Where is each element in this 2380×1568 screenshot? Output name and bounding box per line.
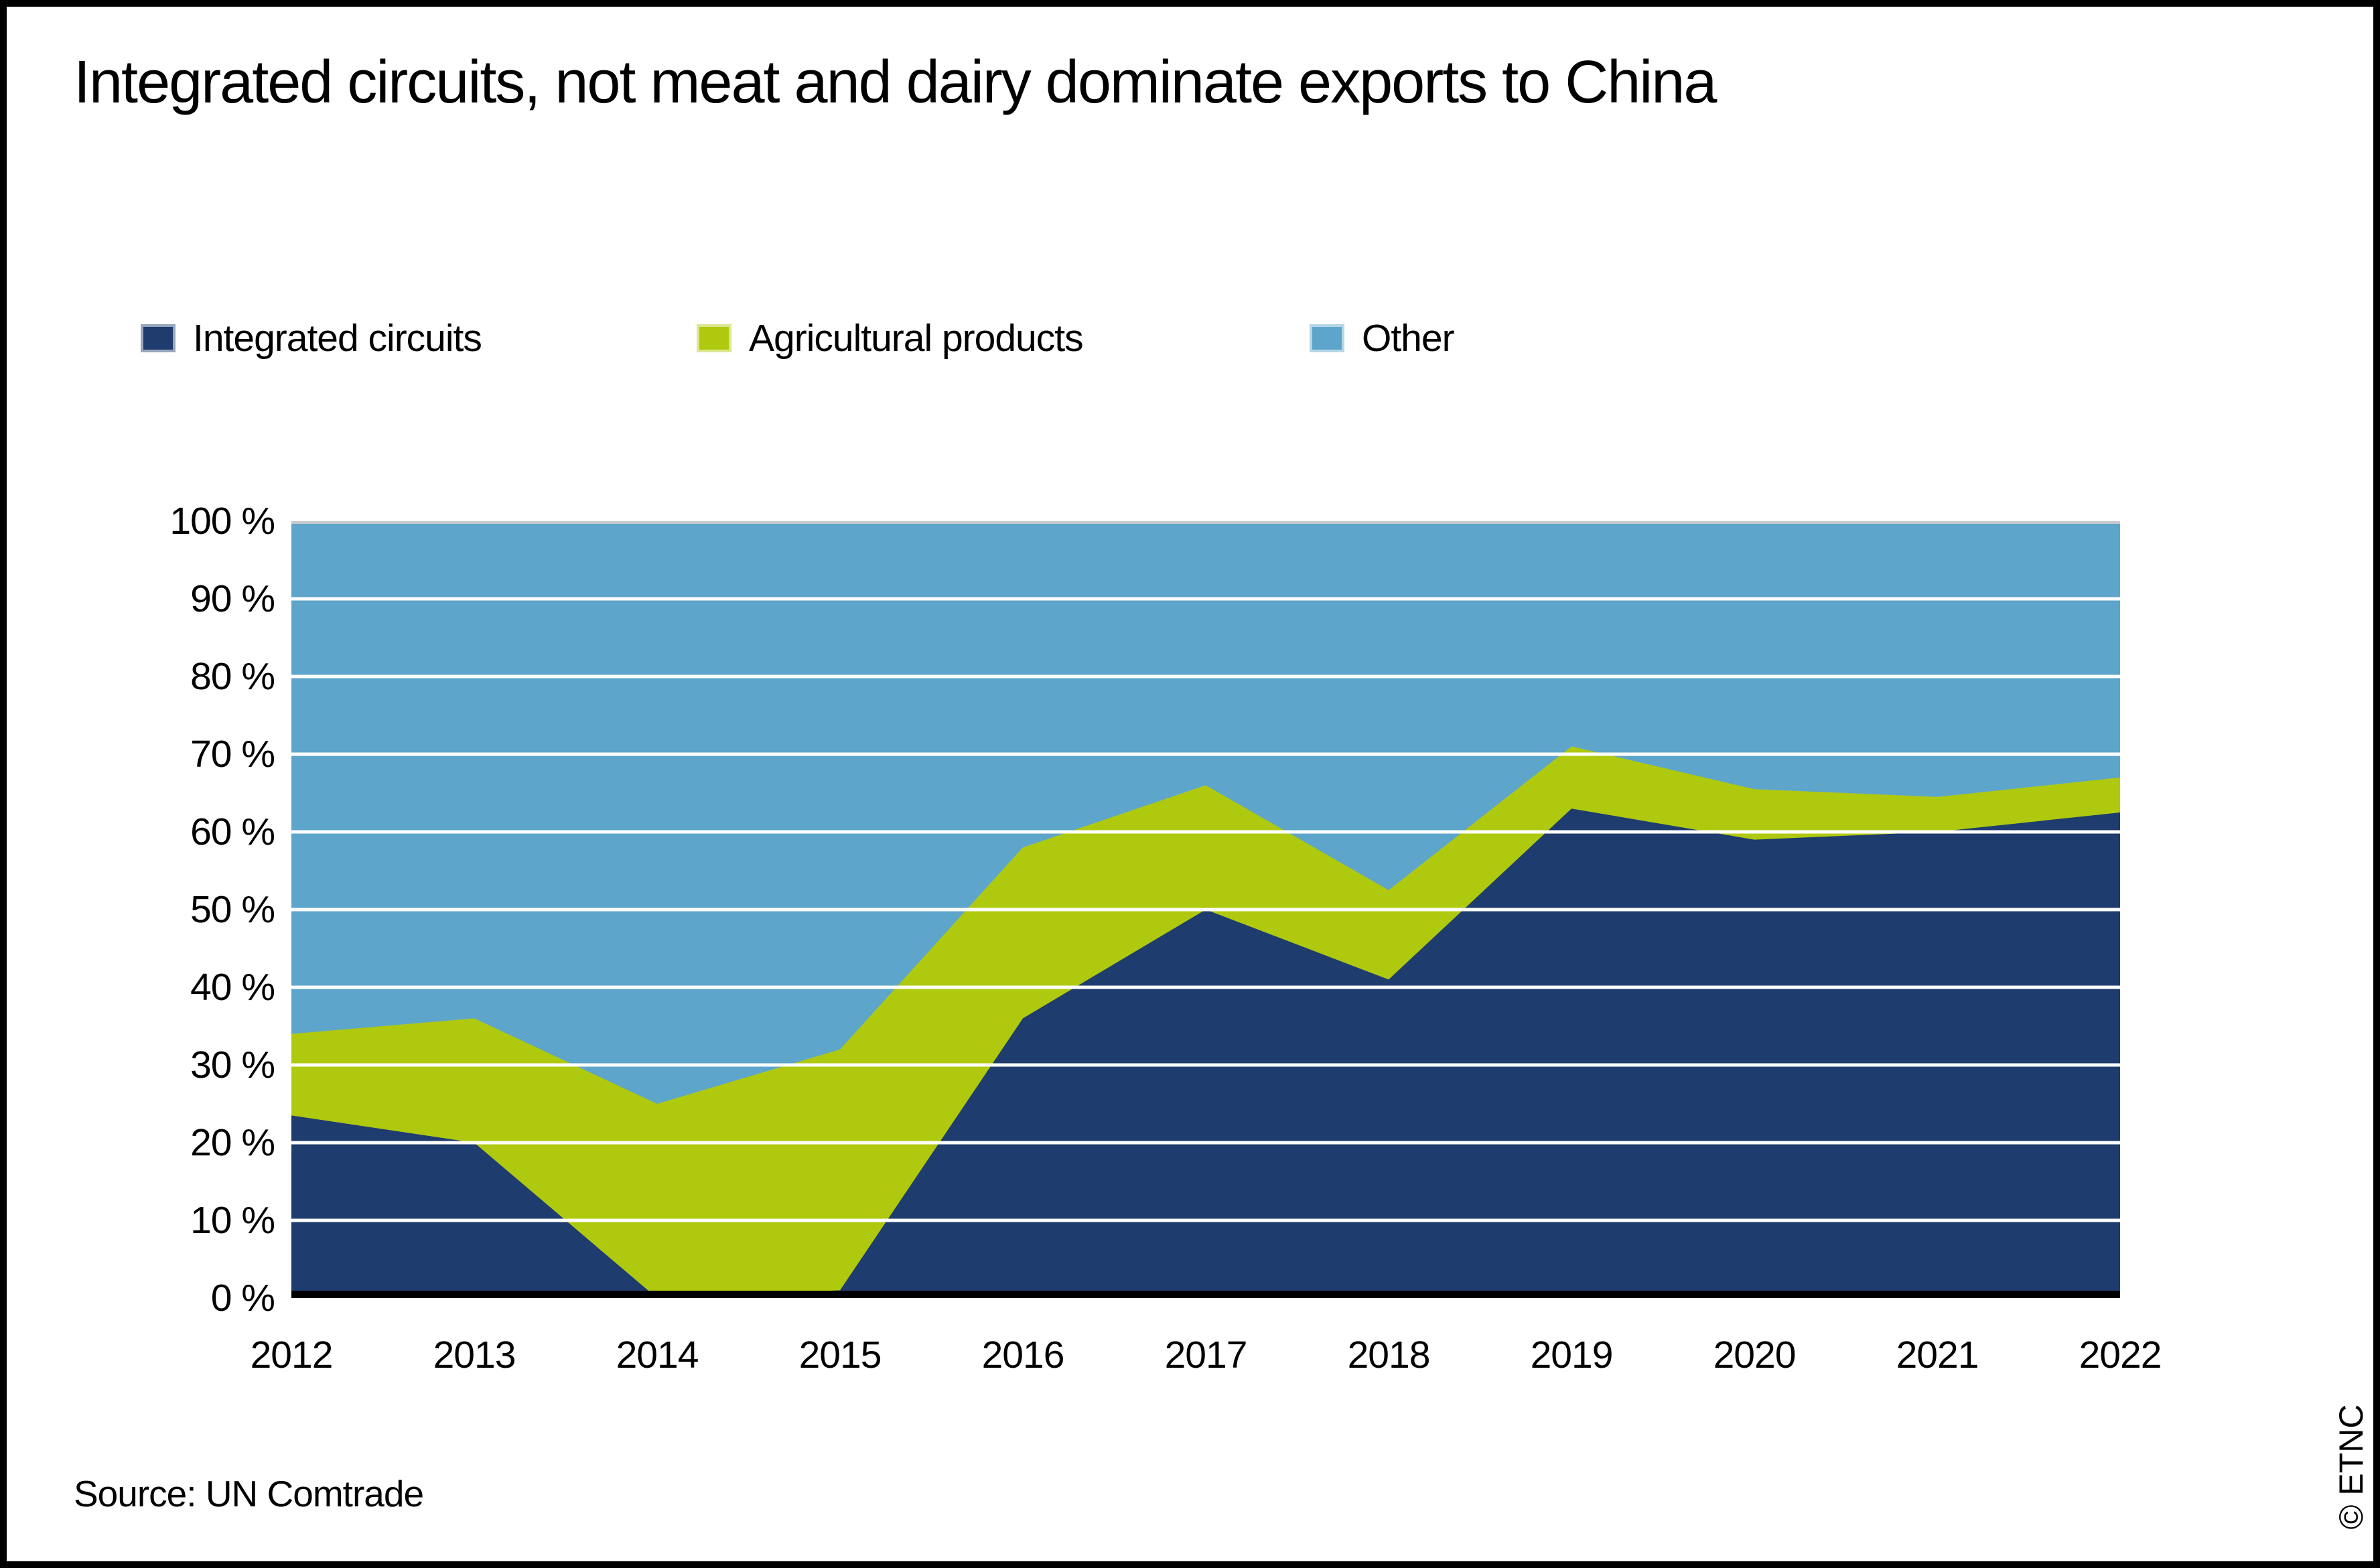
x-tick-label-2016: 2016: [981, 1334, 1065, 1376]
chart-title: Integrated circuits, not meat and dairy …: [74, 49, 1717, 116]
copyright-watermark: © ETNC: [2332, 1404, 2370, 1530]
x-tick-label-2013: 2013: [433, 1334, 516, 1376]
stacked-area-chart-svg: [291, 521, 2120, 1298]
legend-swatch-agricultural-products: [697, 324, 731, 352]
x-tick-label-2018: 2018: [1347, 1334, 1431, 1376]
legend: Integrated circuits Agricultural product…: [7, 309, 2373, 370]
y-tick-label-90: 90 %: [190, 577, 275, 620]
legend-item-other: Other: [1310, 309, 1455, 367]
x-axis-line: [291, 1291, 2120, 1298]
y-tick-label-70: 70 %: [190, 733, 275, 776]
y-tick-label-30: 30 %: [190, 1044, 275, 1086]
legend-swatch-integrated-circuits: [141, 324, 176, 352]
y-tick-label-20: 20 %: [190, 1121, 275, 1164]
y-tick-label-60: 60 %: [190, 810, 275, 853]
source-note: Source: UN Comtrade: [74, 1473, 424, 1514]
plot-top-edge: [291, 521, 2120, 524]
x-tick-label-2021: 2021: [1896, 1334, 1979, 1376]
y-tick-label-40: 40 %: [190, 966, 275, 1009]
x-tick-label-2017: 2017: [1164, 1334, 1248, 1376]
x-tick-label-2020: 2020: [1713, 1334, 1797, 1376]
area-integrated-circuits: [291, 808, 2120, 1298]
x-tick-label-2012: 2012: [250, 1334, 334, 1376]
y-tick-label-80: 80 %: [190, 655, 275, 698]
legend-label-other: Other: [1362, 317, 1455, 360]
y-tick-label-0: 0 %: [210, 1277, 275, 1320]
x-tick-label-2015: 2015: [798, 1334, 882, 1376]
legend-item-agricultural-products: Agricultural products: [697, 309, 1084, 367]
legend-label-agricultural-products: Agricultural products: [749, 317, 1084, 360]
legend-label-integrated-circuits: Integrated circuits: [193, 317, 482, 360]
y-tick-label-100: 100 %: [169, 500, 275, 543]
y-tick-label-10: 10 %: [190, 1199, 275, 1242]
stacked-area-chart: [291, 521, 2120, 1298]
x-tick-label-2022: 2022: [2079, 1334, 2162, 1376]
legend-swatch-other: [1310, 324, 1344, 352]
x-tick-label-2019: 2019: [1530, 1334, 1614, 1376]
x-tick-label-2014: 2014: [616, 1334, 699, 1376]
legend-item-integrated-circuits: Integrated circuits: [141, 309, 482, 367]
y-tick-label-50: 50 %: [190, 888, 275, 931]
